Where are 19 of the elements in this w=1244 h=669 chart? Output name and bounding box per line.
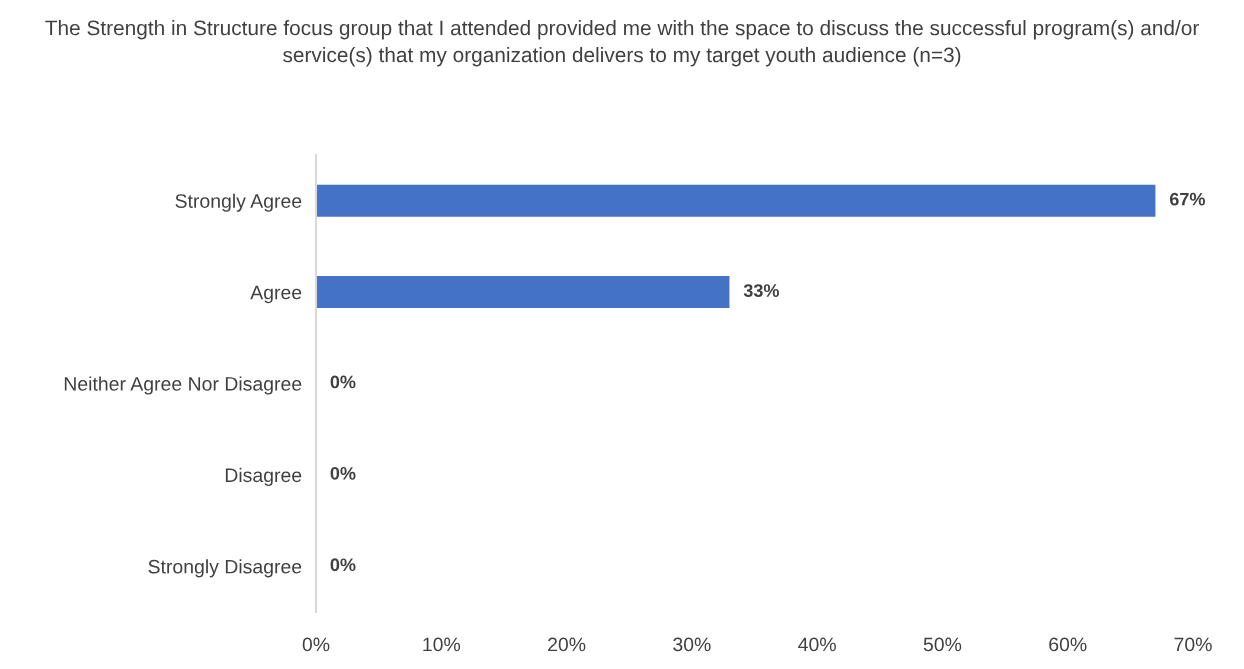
y-tick-label: Disagree [225, 467, 302, 486]
y-tick-label: Strongly Disagree [148, 559, 302, 578]
x-tick-label: 40% [798, 637, 836, 652]
data-label: 0% [330, 375, 356, 389]
x-tick-label: 50% [923, 637, 962, 652]
x-tick-label: 0% [302, 637, 330, 652]
x-tick-label: 10% [423, 637, 461, 652]
y-tick-label: Neither Agree Nor Disagree [64, 376, 302, 395]
data-label: 0% [330, 558, 356, 572]
y-tick-label: Strongly Agree [175, 193, 302, 212]
data-label: 0% [330, 466, 356, 480]
chart-title: The Strength in Structure focus group that I attended provided me with the space to discuss the successful program(s) and/or service(s) that my organization delivers to my target youth audience (n=3) [45, 20, 1199, 67]
y-tick-label: Agree [250, 285, 302, 304]
x-tick-label: 70% [1174, 637, 1212, 652]
data-label: 67% [1169, 192, 1205, 206]
x-tick-label: 30% [673, 637, 711, 652]
x-tick-label: 20% [548, 637, 586, 652]
data-label: 33% [743, 284, 779, 297]
x-tick-label: 60% [1049, 637, 1087, 652]
